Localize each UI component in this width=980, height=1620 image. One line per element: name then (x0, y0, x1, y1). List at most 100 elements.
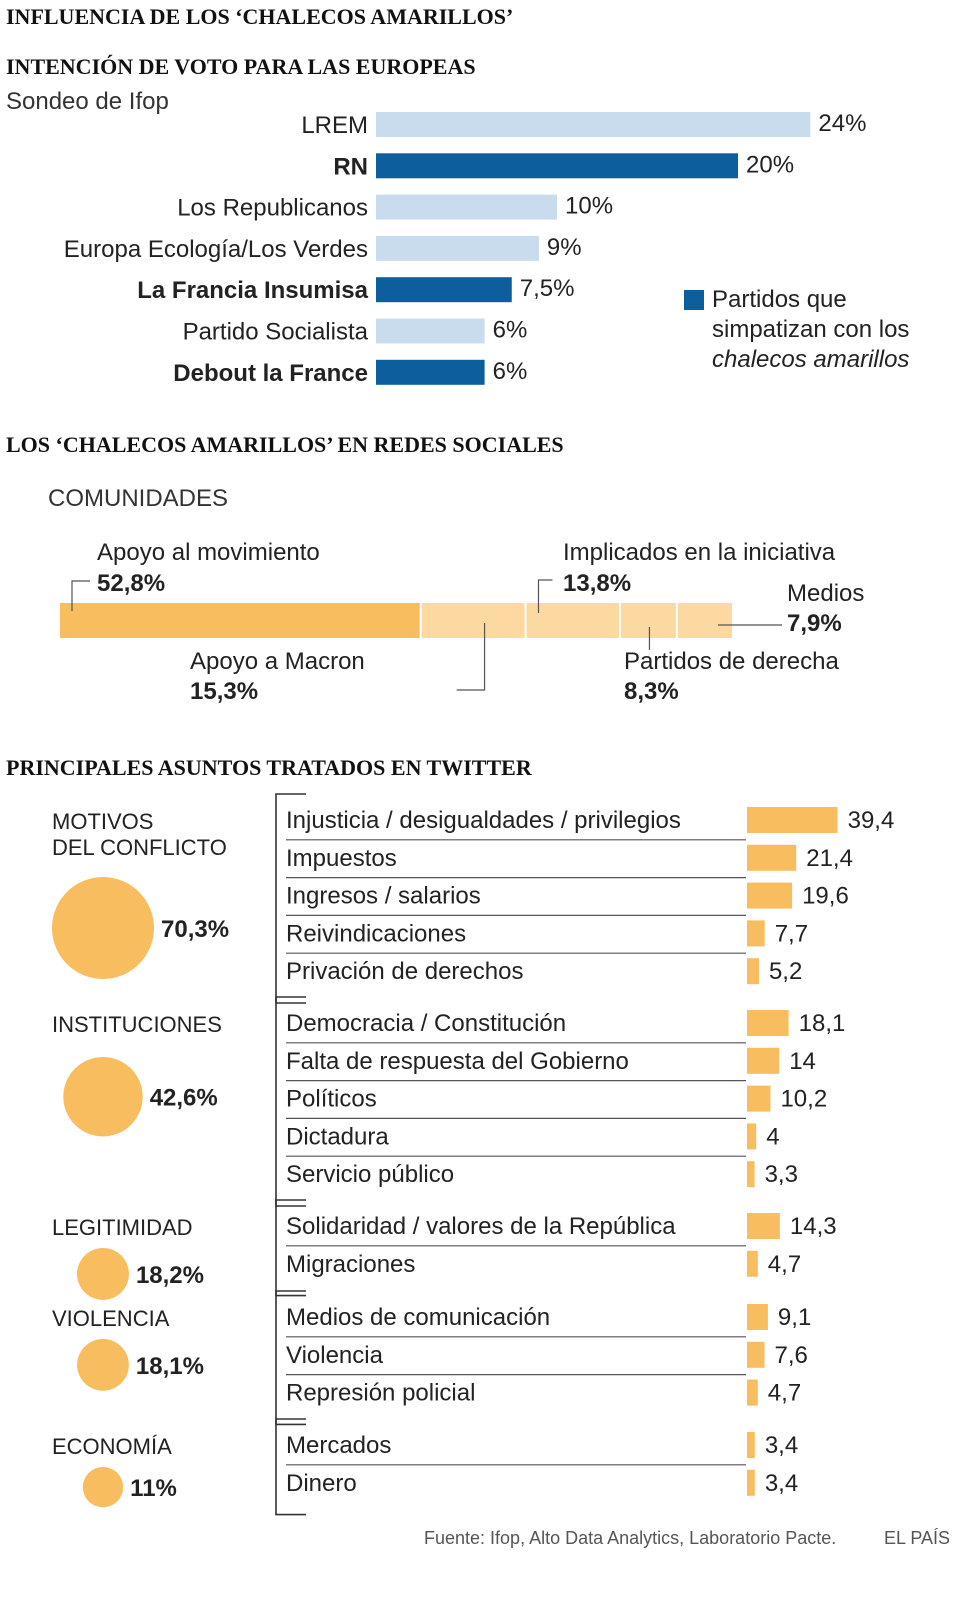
topic-value-label: 19,6 (802, 883, 849, 910)
topic-bar (747, 1304, 768, 1330)
topic-bar (747, 844, 797, 871)
vote-bar (376, 359, 485, 385)
topic-bar (747, 920, 765, 947)
legend-label: simpatizan con los (712, 316, 909, 343)
group-share-label: 18,2% (136, 1262, 204, 1289)
vote-value-label: 7,5% (520, 275, 575, 302)
group-share-bubble (77, 1339, 129, 1391)
community-label: Medios (787, 580, 864, 607)
topic-value-label: 4,7 (768, 1380, 801, 1407)
community-segment (677, 603, 732, 638)
vote-category-label: RN (333, 153, 368, 180)
community-label: Implicados en la iniciativa (563, 539, 836, 566)
vote-bar (376, 153, 738, 179)
topic-value-label: 39,4 (848, 807, 895, 834)
topic-label: Migraciones (286, 1251, 415, 1278)
community-label: Partidos de derecha (624, 648, 839, 675)
topic-value-label: 3,3 (765, 1161, 798, 1188)
vote-value-label: 6% (493, 358, 528, 385)
topic-value-label: 3,4 (765, 1432, 798, 1459)
topic-value-label: 7,7 (775, 920, 808, 947)
leader-line (456, 623, 486, 691)
topic-label: Dinero (286, 1470, 357, 1497)
group-share-bubble (77, 1248, 129, 1300)
vote-category-label: Partido Socialista (183, 319, 369, 346)
topic-label: Democracia / Constitución (286, 1010, 566, 1037)
vote-value-label: 6% (493, 317, 528, 344)
topic-bar (747, 1161, 755, 1188)
community-segment (60, 603, 420, 638)
topic-label: Reivindicaciones (286, 920, 466, 947)
topic-label: Mercados (286, 1432, 391, 1459)
vote-bar (376, 318, 485, 344)
vote-category-label: La Francia Insumisa (137, 277, 368, 304)
community-value: 8,3% (624, 678, 679, 705)
community-label: Apoyo al movimiento (97, 539, 320, 566)
leader-line (537, 579, 553, 613)
vote-value-label: 9% (547, 234, 582, 261)
group-bracket (275, 1290, 306, 1426)
topic-label: Represión policial (286, 1380, 475, 1407)
topic-bar (747, 882, 793, 909)
legend-label: chalecos amarillos (712, 346, 909, 373)
social-chart-subtitle: COMUNIDADES (48, 485, 229, 512)
topic-bar (747, 1469, 755, 1496)
vote-bar (376, 235, 539, 261)
group-name-label: VIOLENCIA (52, 1306, 170, 1331)
topic-label: Injusticia / desigualdades / privilegios (286, 807, 681, 834)
topic-bar (747, 1010, 789, 1036)
topic-label: Violencia (286, 1342, 384, 1369)
topic-bar (747, 1250, 758, 1277)
topic-value-label: 14 (789, 1048, 816, 1075)
group-name-label: DEL CONFLICTO (52, 835, 227, 860)
community-value: 13,8% (563, 570, 631, 597)
group-bracket (275, 1418, 306, 1516)
vote-chart-subtitle: Sondeo de Ifop (6, 88, 169, 115)
topic-label: Ingresos / salarios (286, 883, 481, 910)
topic-bar (747, 1379, 758, 1406)
brand-logo: EL PAÍS (884, 1528, 951, 1548)
group-name-label: LEGITIMIDAD (52, 1215, 193, 1240)
vote-value-label: 20% (746, 151, 794, 178)
topic-bar (747, 958, 759, 985)
vote-bar (376, 277, 512, 303)
topic-value-label: 5,2 (769, 958, 802, 985)
group-share-bubble (82, 1467, 124, 1508)
topic-label: Medios de comunicación (286, 1304, 550, 1331)
communities-stacked-bar: Apoyo al movimiento 52,8% Apoyo a Macron 15… (60, 539, 864, 705)
topic-label: Privación de derechos (286, 958, 523, 985)
topic-value-label: 4 (766, 1123, 779, 1150)
topic-value-label: 21,4 (806, 845, 853, 872)
topic-bar (747, 1341, 765, 1368)
topic-bar (747, 807, 838, 833)
community-value: 52,8% (97, 570, 165, 597)
topic-value-label: 3,4 (765, 1470, 798, 1497)
legend-label: Partidos que (712, 286, 847, 313)
group-share-bubble (63, 1057, 143, 1137)
topic-label: Impuestos (286, 845, 397, 872)
community-label: Apoyo a Macron (190, 648, 365, 675)
vote-category-label: LREM (301, 112, 368, 139)
group-bracket (275, 996, 306, 1207)
topic-label: Falta de respuesta del Gobierno (286, 1048, 629, 1075)
community-segment (421, 603, 525, 638)
topic-label: Servicio público (286, 1161, 454, 1188)
leader-line (71, 580, 90, 611)
topic-value-label: 4,7 (768, 1251, 801, 1278)
group-bracket (275, 1199, 306, 1297)
topic-bar (747, 1213, 780, 1239)
topic-value-label: 10,2 (780, 1086, 827, 1113)
group-share-bubble (52, 877, 154, 979)
group-share-label: 70,3% (161, 916, 229, 943)
vote-bar (376, 194, 557, 220)
topic-value-label: 9,1 (778, 1304, 811, 1331)
group-name-label: ECONOMÍA (52, 1434, 172, 1459)
vote-category-label: Debout la France (173, 360, 368, 387)
community-value: 7,9% (787, 610, 842, 637)
topic-label: Dictadura (286, 1123, 389, 1150)
topic-value-label: 14,3 (790, 1213, 837, 1240)
community-segment (621, 603, 676, 638)
topic-bar (747, 1047, 780, 1074)
topic-value-label: 7,6 (774, 1342, 807, 1369)
